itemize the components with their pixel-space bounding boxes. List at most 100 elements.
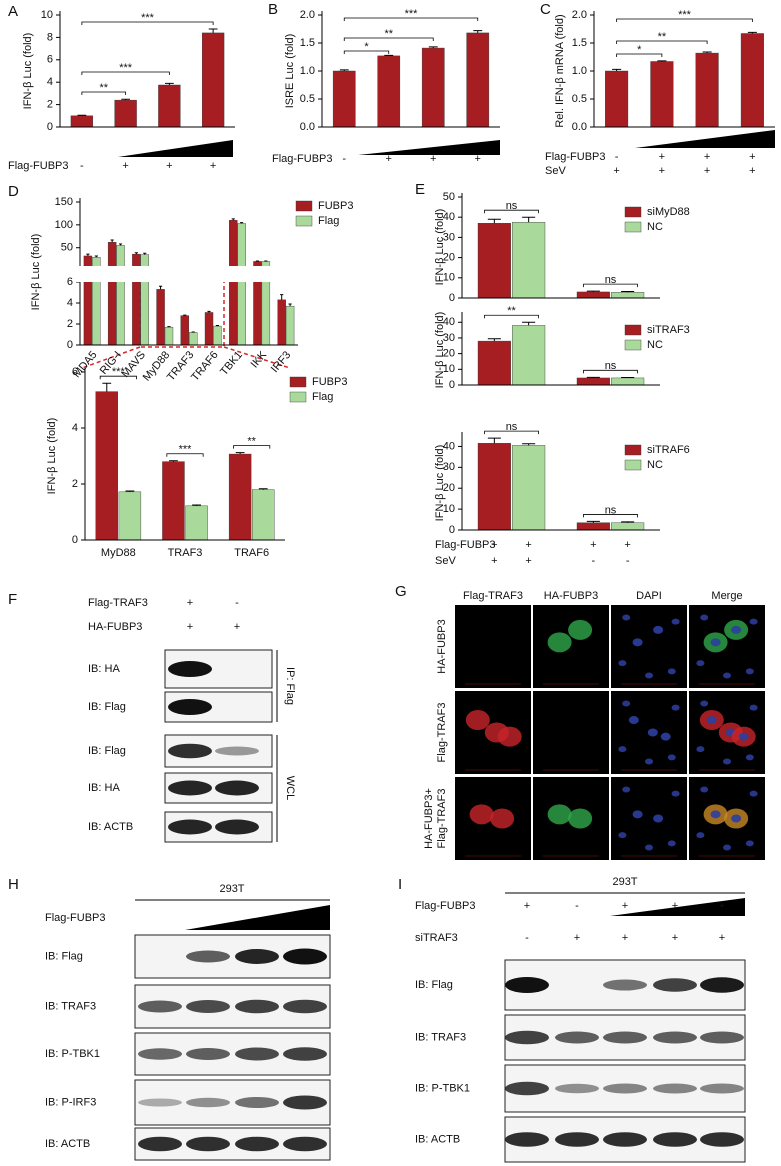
nucleus bbox=[653, 814, 664, 823]
nucleus bbox=[723, 672, 731, 679]
y-tick-label: 0.0 bbox=[572, 121, 587, 133]
x-tick-label: TBK1 bbox=[218, 349, 245, 378]
blot-row-label: IB: TRAF3 bbox=[415, 1031, 466, 1043]
blot-band bbox=[235, 949, 279, 964]
bar bbox=[201, 32, 225, 128]
nucleus bbox=[745, 840, 754, 847]
condition-name: Flag-FUBP3 bbox=[45, 912, 106, 924]
blot-band bbox=[505, 1030, 549, 1045]
row-label: Flag-TRAF3 bbox=[436, 703, 448, 763]
bar bbox=[164, 326, 174, 346]
error-bar bbox=[102, 382, 112, 392]
nucleus bbox=[745, 668, 754, 675]
column-label: DAPI bbox=[636, 590, 662, 602]
nucleus bbox=[632, 810, 643, 819]
bar bbox=[228, 453, 252, 541]
blot-band bbox=[215, 780, 259, 796]
condition-value: + bbox=[719, 932, 725, 944]
condition-value: + bbox=[234, 621, 240, 633]
error-bar bbox=[86, 253, 90, 256]
bar bbox=[162, 461, 185, 541]
significance-bracket bbox=[583, 514, 638, 518]
y-tick-label: 2.0 bbox=[572, 9, 587, 21]
blot-band bbox=[138, 1098, 182, 1107]
y-tick-label: 4 bbox=[72, 422, 78, 434]
bar bbox=[512, 445, 546, 531]
error-bar bbox=[94, 255, 98, 258]
bar bbox=[576, 291, 610, 299]
bar bbox=[114, 99, 137, 128]
legend-swatch bbox=[624, 339, 642, 351]
nucleus bbox=[645, 672, 653, 679]
error-bar bbox=[288, 303, 292, 307]
y-tick-label: 2 bbox=[67, 318, 73, 330]
blot-band bbox=[168, 661, 212, 677]
dose-wedge bbox=[358, 140, 500, 155]
y-tick-label: 150 bbox=[55, 196, 73, 208]
panel-label: B bbox=[268, 1, 278, 18]
nucleus bbox=[618, 832, 627, 839]
condition-value: + bbox=[719, 900, 725, 912]
y-axis-label: IFN-β Luc (fold) bbox=[434, 312, 446, 389]
legend-label: siMyD88 bbox=[647, 206, 690, 218]
error-bar bbox=[215, 324, 220, 327]
legend-label: Flag bbox=[312, 391, 333, 403]
condition-value: + bbox=[166, 160, 172, 172]
y-axis-label: IFN-β Luc (fold) bbox=[22, 33, 34, 110]
blot-band bbox=[283, 1095, 327, 1110]
bar bbox=[740, 33, 764, 128]
bar bbox=[332, 70, 356, 128]
significance-bracket bbox=[233, 445, 271, 449]
error-bar bbox=[231, 218, 235, 221]
significance-label: * bbox=[637, 44, 642, 56]
nucleus bbox=[749, 618, 758, 625]
y-tick-label: 20 bbox=[443, 482, 455, 494]
condition-name: SeV bbox=[545, 165, 566, 177]
bar bbox=[421, 47, 445, 128]
y-axis-label: IFN-β Luc (fold) bbox=[434, 209, 446, 286]
nucleus bbox=[660, 732, 671, 741]
significance-label: ** bbox=[247, 436, 256, 448]
bar bbox=[213, 325, 222, 346]
error-bar bbox=[118, 243, 123, 246]
error-bar bbox=[384, 54, 394, 56]
blot-band bbox=[653, 1031, 697, 1044]
condition-name: SeV bbox=[435, 555, 456, 567]
y-tick-label: 0 bbox=[449, 524, 455, 536]
dose-wedge bbox=[118, 140, 233, 157]
bar bbox=[156, 289, 165, 346]
panel-label: F bbox=[8, 591, 17, 608]
cell-line: 293T bbox=[219, 883, 244, 895]
legend-label: FUBP3 bbox=[312, 376, 347, 388]
legend-swatch bbox=[624, 459, 642, 471]
x-tick-label: TRAF6 bbox=[189, 349, 221, 383]
blot-band bbox=[603, 1132, 647, 1147]
blot-band bbox=[555, 1031, 599, 1044]
blot-band bbox=[186, 1136, 230, 1152]
error-bar bbox=[586, 376, 600, 378]
condition-value: + bbox=[704, 165, 710, 177]
significance-label: ** bbox=[658, 31, 667, 43]
error-bar bbox=[258, 488, 268, 490]
y-axis-label: IFN-β Luc (fold) bbox=[30, 234, 42, 311]
nucleus bbox=[618, 746, 627, 753]
bar bbox=[229, 220, 238, 346]
blot-band bbox=[138, 1136, 182, 1152]
y-tick-label: 6 bbox=[67, 276, 73, 288]
y-axis-label: ISRE Luc (fold) bbox=[284, 34, 296, 109]
y-tick-label: 0 bbox=[72, 534, 78, 546]
error-bar bbox=[612, 68, 622, 71]
significance-bracket bbox=[484, 430, 539, 435]
condition-value: - bbox=[575, 900, 579, 912]
nucleus bbox=[706, 716, 717, 725]
blot-row-label: IB: HA bbox=[88, 663, 120, 675]
significance-label: ** bbox=[99, 82, 108, 94]
legend-swatch bbox=[624, 444, 642, 456]
error-bar bbox=[522, 443, 536, 446]
condition-value: - bbox=[80, 160, 84, 172]
blot-band bbox=[700, 977, 744, 993]
cell bbox=[547, 632, 572, 653]
y-tick-label: 30 bbox=[443, 332, 455, 344]
significance-bracket bbox=[583, 283, 638, 288]
